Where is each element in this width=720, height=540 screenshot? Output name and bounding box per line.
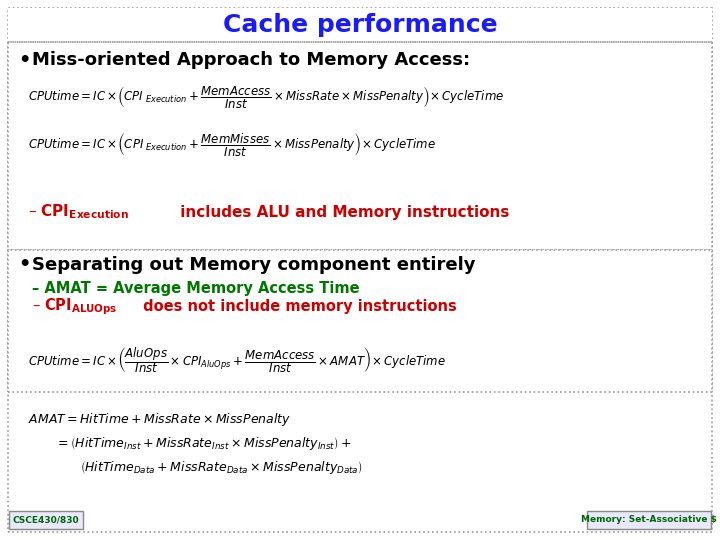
Text: $CPUtime = IC \times \!\left( \dfrac{AluOps}{Inst} \times CPI_{AluOps} + \dfrac{: $CPUtime = IC \times \!\left( \dfrac{Alu… <box>28 345 446 375</box>
Text: Miss-oriented Approach to Memory Access:: Miss-oriented Approach to Memory Access: <box>32 51 470 69</box>
Text: does not include memory instructions: does not include memory instructions <box>138 300 456 314</box>
Text: Cache performance: Cache performance <box>222 13 498 37</box>
Text: includes ALU and Memory instructions: includes ALU and Memory instructions <box>175 205 509 219</box>
Text: CSCE430/830: CSCE430/830 <box>13 516 79 524</box>
Text: $\mathbf{– \ CPI_{Execution}}$: $\mathbf{– \ CPI_{Execution}}$ <box>28 202 129 221</box>
FancyBboxPatch shape <box>587 511 711 529</box>
Text: •: • <box>18 51 30 70</box>
Text: $= \left( HitTime_{Inst} + MissRate_{Inst} \times MissPenalty_{Inst} \right)+$: $= \left( HitTime_{Inst} + MissRate_{Ins… <box>55 435 352 451</box>
FancyBboxPatch shape <box>9 511 83 529</box>
Bar <box>8 250 712 392</box>
Text: – AMAT = Average Memory Access Time: – AMAT = Average Memory Access Time <box>32 280 359 295</box>
Text: $CPUtime = IC \times \!\left( CPI_{\ Execution} + \dfrac{MemMisses}{Inst} \times: $CPUtime = IC \times \!\left( CPI_{\ Exe… <box>28 132 436 159</box>
Text: $\mathbf{– \ CPI_{ALUOps}}$: $\mathbf{– \ CPI_{ALUOps}}$ <box>32 296 117 318</box>
Text: $\left( HitTime_{Data} + MissRate_{Data} \times MissPenalty_{Data} \right)$: $\left( HitTime_{Data} + MissRate_{Data}… <box>80 458 363 476</box>
Text: $CPUtime = IC \times \!\left( CPI_{\ Execution} + \dfrac{MemAccess}{Inst} \times: $CPUtime = IC \times \!\left( CPI_{\ Exe… <box>28 84 504 110</box>
Text: Memory: Set-Associative $: Memory: Set-Associative $ <box>581 516 717 524</box>
Bar <box>8 42 712 250</box>
Text: Separating out Memory component entirely: Separating out Memory component entirely <box>32 256 475 274</box>
Text: •: • <box>18 255 30 274</box>
Text: $AMAT = HitTime + MissRate \times MissPenalty$: $AMAT = HitTime + MissRate \times MissPe… <box>28 411 291 429</box>
Bar <box>8 8 712 42</box>
